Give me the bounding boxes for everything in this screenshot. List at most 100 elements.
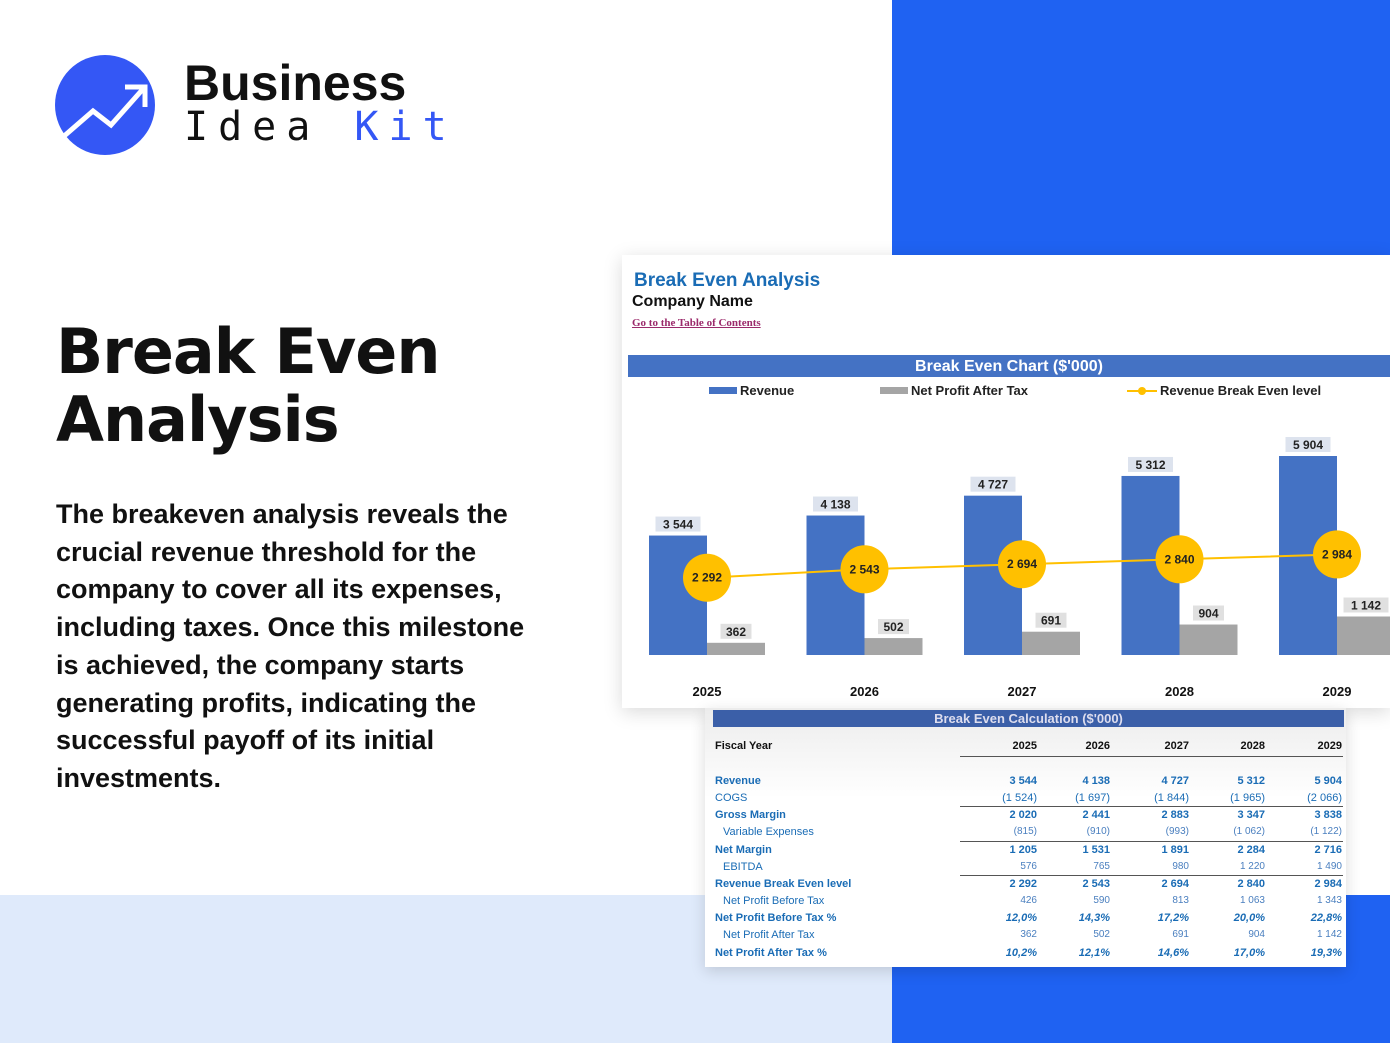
cell-value: 691	[1172, 929, 1189, 941]
break-even-point	[1313, 530, 1361, 579]
divider	[960, 875, 1343, 876]
break-even-point	[683, 553, 731, 602]
cell-value: 2 984	[1314, 877, 1342, 890]
cell-value: 5 312	[1237, 775, 1265, 787]
net-profit-bar	[864, 638, 923, 655]
net-profit-bar	[1179, 624, 1238, 655]
net-profit-label-bg	[1193, 605, 1224, 621]
cell-value: 12,0%	[1005, 912, 1037, 925]
legend-label: Revenue Break Even level	[1160, 383, 1322, 398]
break-even-label: 2 694	[1007, 557, 1037, 571]
net-profit-label: 502	[883, 620, 903, 634]
cell-value: 2 284	[1237, 843, 1265, 856]
table-row: Variable Expenses (815) (910) (993) (1 062) (…	[715, 824, 1343, 841]
cell-value: (815)	[1013, 826, 1037, 838]
row-label: EBITDA	[723, 860, 763, 873]
toc-link[interactable]: Go to the Table of Contents	[632, 317, 761, 329]
hero-description: The breakeven analysis reveals the cruci…	[56, 499, 525, 793]
row-label: Net Profit After Tax	[723, 929, 815, 942]
cell-value: 3 544	[1009, 775, 1037, 787]
cell-value: 4 727	[1161, 775, 1189, 787]
cell-value: (1 122)	[1310, 826, 1342, 838]
net-profit-label-bg	[1343, 597, 1389, 613]
cell-value: 17,2%	[1157, 912, 1189, 925]
cell-value: 14,3%	[1078, 912, 1110, 925]
legend-swatch	[709, 387, 737, 394]
blue-backdrop-top	[892, 0, 1390, 256]
row-label: Fiscal Year	[715, 740, 773, 752]
break-even-label: 2 543	[849, 562, 879, 576]
cell-value: (910)	[1086, 826, 1110, 838]
cell-value: 4 138	[1082, 775, 1110, 787]
table-row: EBITDA 576 765 980 1 220 1 490	[715, 859, 1343, 876]
revenue-label-bg	[1285, 437, 1331, 452]
logo-idea: Idea	[184, 104, 321, 150]
divider	[960, 756, 1343, 757]
cell-value: 14,6%	[1157, 946, 1189, 959]
row-label: Net Profit After Tax %	[715, 946, 827, 959]
revenue-label: 5 904	[1293, 438, 1323, 452]
cell-value: 1 891	[1161, 843, 1189, 856]
cell-value: (1 844)	[1154, 792, 1189, 805]
cell-value: (993)	[1165, 826, 1189, 838]
net-profit-label-bg	[720, 623, 752, 639]
legend-swatch	[880, 387, 908, 394]
table-panel	[705, 708, 1346, 967]
revenue-label-bg	[813, 496, 858, 512]
logo-text: Business	[184, 55, 407, 111]
revenue-label: 3 544	[663, 518, 693, 532]
legend-label: Net Profit After Tax	[911, 383, 1029, 398]
legend-label: Revenue	[740, 383, 795, 398]
hero-title: Break Even Analysis	[56, 315, 441, 456]
cell-value: 2 716	[1314, 843, 1342, 856]
logo-subtext: Idea Kit	[184, 104, 457, 150]
x-tick-label: 2028	[1165, 684, 1194, 699]
cell-value: 576	[1020, 860, 1037, 872]
cell-value: 1 205	[1009, 843, 1037, 856]
cell-value: (1 697)	[1075, 792, 1110, 805]
cell-value: (1 965)	[1230, 792, 1265, 805]
cell-value: 17,0%	[1233, 946, 1265, 959]
cell-value: 426	[1020, 895, 1037, 907]
break-even-point	[1155, 535, 1204, 584]
chart-title: Break Even Chart ($'000)	[628, 355, 1390, 377]
x-tick-label: 2026	[850, 684, 879, 699]
cell-value: 2027	[1164, 740, 1189, 752]
table-row: COGS (1 524) (1 697) (1 844) (1 965) (2 066)	[715, 790, 1343, 807]
row-label: Net Profit Before Tax	[723, 895, 825, 908]
cell-value: 22,8%	[1310, 912, 1342, 925]
cell-value: 20,0%	[1233, 912, 1265, 925]
legend-revenue: Revenue	[709, 383, 794, 398]
table-row: Net Margin 1 205 1 531 1 891 2 284 2 716	[715, 842, 1343, 859]
cell-value: 1 142	[1316, 929, 1342, 941]
break-even-label: 2 292	[692, 571, 722, 585]
net-profit-bar	[707, 642, 765, 655]
legend-net-profit: Net Profit After Tax	[880, 383, 1028, 398]
row-label: Revenue Break Even level	[715, 877, 852, 890]
legend-break-even: Revenue Break Even level	[1127, 383, 1321, 398]
net-profit-label: 1 142	[1351, 599, 1381, 613]
cell-value: 1 531	[1082, 843, 1110, 856]
cell-value: 3 347	[1237, 809, 1265, 822]
cell-value: 2029	[1317, 740, 1342, 752]
cell-value: 1 220	[1239, 860, 1265, 872]
break-even-point	[840, 545, 889, 594]
table-row: Net Profit Before Tax % 12,0% 14,3% 17,2% 20…	[715, 910, 1343, 927]
table-title: Break Even Calculation ($'000)	[713, 710, 1344, 727]
cell-value: 1 343	[1316, 895, 1342, 907]
cell-value: 590	[1093, 895, 1110, 907]
break-even-point	[998, 540, 1046, 589]
net-profit-label: 691	[1041, 614, 1061, 628]
row-label: Net Profit Before Tax %	[715, 912, 837, 925]
cell-value: 362	[1020, 929, 1037, 941]
net-profit-label-bg	[878, 619, 909, 635]
cell-value: (1 062)	[1233, 826, 1265, 838]
cell-value: 2 694	[1161, 877, 1189, 890]
cell-value: 502	[1093, 929, 1110, 941]
table-row: Revenue 3 544 4 138 4 727 5 312 5 904	[715, 773, 1343, 790]
cell-value: 813	[1172, 895, 1189, 907]
net-profit-bar	[1337, 616, 1390, 655]
cell-value: 2 020	[1009, 809, 1037, 822]
cell-value: 1 490	[1316, 860, 1342, 872]
cell-value: 2025	[1012, 740, 1037, 752]
